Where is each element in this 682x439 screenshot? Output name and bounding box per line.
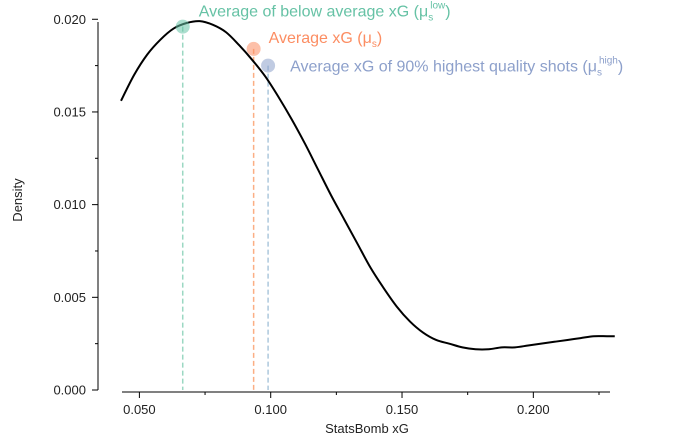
marker-point (261, 58, 276, 73)
x-axis-title: StatsBomb xG (325, 421, 409, 436)
marker-annotation: Average of below average xG (μslow) (199, 1, 451, 24)
y-tick-label: 0.015 (53, 104, 86, 119)
x-tick-label: 0.100 (254, 402, 287, 417)
axes: 0.000 0.005 0.010 0.015 0.020 0.050 0.100 0.150… (53, 12, 610, 417)
y-tick-label: 0.000 (53, 383, 86, 398)
y-tick-label: 0.020 (53, 12, 86, 27)
marker-point (246, 41, 261, 56)
y-tick-label: 0.010 (53, 197, 86, 212)
density-curve (120, 20, 615, 351)
y-axis-title: Density (10, 178, 25, 222)
x-tick-label: 0.200 (517, 402, 550, 417)
y-tick-label: 0.005 (53, 290, 86, 305)
marker-point (175, 19, 190, 34)
marker-annotation: Average xG (μs) (269, 30, 383, 50)
x-tick-label: 0.150 (386, 402, 419, 417)
marker-annotation: Average xG of 90% highest quality shots … (290, 56, 623, 79)
marker-points (175, 19, 276, 73)
marker-annotations: Average of below average xG (μslow) Avera… (199, 1, 623, 79)
x-tick-label: 0.050 (123, 402, 156, 417)
marker-lines (181, 26, 269, 390)
